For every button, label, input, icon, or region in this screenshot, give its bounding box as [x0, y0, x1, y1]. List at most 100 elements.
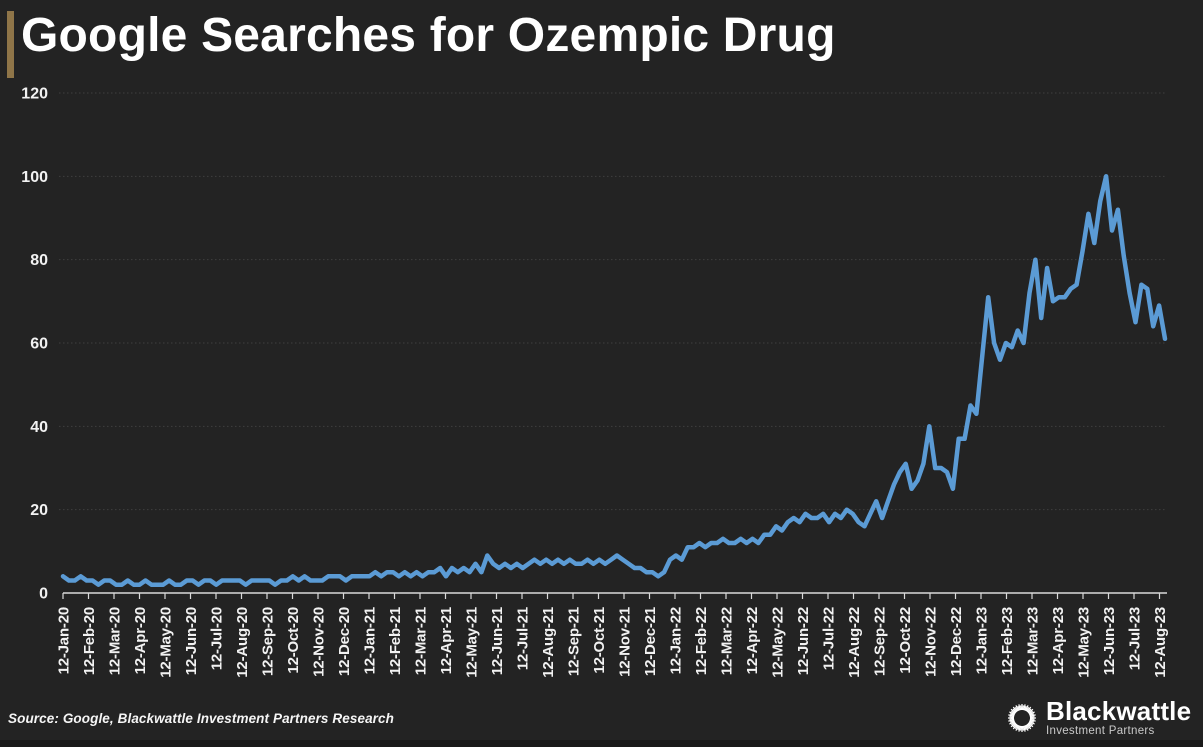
- x-tick-label: 12-Apr-20: [132, 607, 149, 674]
- x-tick-label: 12-Oct-20: [285, 607, 302, 674]
- sunburst-ray: [1028, 720, 1035, 725]
- sunburst-ray: [1018, 703, 1021, 711]
- sunburst-ray: [1010, 721, 1016, 725]
- sunburst-ray: [1023, 725, 1026, 732]
- sunburst-ray: [1008, 714, 1015, 717]
- sunburst-ray: [1010, 708, 1017, 714]
- chart-title: Google Searches for Ozempic Drug: [21, 9, 836, 62]
- bottom-strip: [0, 740, 1203, 747]
- y-tick-label: 0: [39, 586, 48, 603]
- x-tick-label: 12-Mar-20: [107, 607, 124, 675]
- x-tick-label: 12-Jan-23: [974, 607, 991, 674]
- y-tick-label: 60: [30, 336, 48, 353]
- x-tick-label: 12-Sep-20: [260, 607, 277, 676]
- sunburst-ray: [1027, 722, 1032, 728]
- x-tick-label: 12-Mar-23: [1025, 607, 1042, 675]
- sunburst-ray: [1018, 725, 1021, 732]
- x-tick-label: 12-Feb-22: [693, 607, 710, 675]
- sunburst-ray: [1025, 706, 1030, 712]
- x-tick-label: 12-Nov-22: [923, 607, 940, 677]
- sunburst-ray: [1029, 718, 1036, 722]
- sunburst-ray: [1009, 719, 1015, 723]
- sunburst-ray: [1014, 724, 1019, 729]
- x-tick-label: 12-Jan-20: [56, 607, 73, 674]
- sunburst-ray: [1028, 711, 1035, 715]
- sunburst-ray: [1029, 719, 1035, 723]
- sunburst-ray: [1025, 724, 1030, 729]
- sunburst-ray: [1009, 715, 1015, 718]
- x-tick-label: 12-Jun-21: [489, 607, 506, 675]
- sunburst-ray: [1028, 721, 1034, 725]
- sunburst-ray: [1017, 725, 1020, 730]
- x-tick-label: 12-Aug-23: [1152, 607, 1169, 678]
- x-tick-label: 12-Sep-21: [566, 607, 583, 676]
- sunburst-ray: [1027, 708, 1034, 714]
- x-tick-label: 12-Jul-23: [1127, 607, 1144, 670]
- x-tick-label: 12-Sep-22: [872, 607, 889, 676]
- x-tick-label: 12-Jul-22: [821, 607, 838, 670]
- sunburst-ray: [1029, 715, 1035, 718]
- x-tick-label: 12-Oct-21: [591, 607, 608, 674]
- sunburst-ray: [1010, 722, 1017, 727]
- sunburst-ray: [1017, 705, 1020, 711]
- sunburst-ray: [1009, 718, 1015, 720]
- sunburst-ray: [1009, 711, 1016, 715]
- sunburst-ray: [1015, 704, 1020, 711]
- x-tick-label: 12-Apr-21: [438, 607, 455, 674]
- brand-name: Blackwattle: [1046, 696, 1192, 726]
- brand-text: Blackwattle Investment Partners: [1046, 698, 1191, 738]
- sunburst-ray: [1009, 720, 1016, 725]
- series-line: [60, 174, 1168, 587]
- sunburst-ray: [1024, 705, 1027, 711]
- x-tick-label: 12-Jul-21: [515, 607, 532, 670]
- sunburst-ray: [1022, 705, 1025, 710]
- x-tick-label: 12-Jul-20: [209, 607, 226, 670]
- sunburst-ray: [1022, 725, 1025, 731]
- x-tick-label: 12-May-22: [770, 607, 787, 678]
- sunburst-logo-icon: [1008, 703, 1036, 732]
- sunburst-ray: [1026, 723, 1032, 730]
- sunburst-ray: [1027, 708, 1032, 713]
- sunburst-ray: [1029, 714, 1036, 717]
- sunburst-ray: [1024, 704, 1029, 711]
- source-note: Source: Google, Blackwattle Investment P…: [8, 711, 394, 726]
- x-tick-label: 12-Apr-23: [1050, 607, 1067, 674]
- x-tick-label: 12-Jan-21: [362, 607, 379, 674]
- sunburst-ray: [1026, 706, 1032, 712]
- x-tick-label: 12-May-21: [464, 607, 481, 678]
- sunburst-ray: [1023, 703, 1026, 711]
- y-tick-label: 100: [21, 169, 48, 186]
- x-tick-label: 12-Mar-22: [719, 607, 736, 675]
- y-tick-label: 120: [21, 86, 48, 103]
- x-tick-label: 12-Dec-21: [642, 607, 659, 676]
- x-tick-label: 12-Jun-20: [183, 607, 200, 675]
- sunburst-ray: [1024, 724, 1029, 731]
- x-tick-label: 12-Dec-20: [336, 607, 353, 676]
- x-tick-label: 12-Feb-20: [81, 607, 98, 675]
- sunburst-ray: [1009, 712, 1015, 716]
- sunburst-ray: [1027, 722, 1034, 727]
- sunburst-ray: [1029, 718, 1035, 720]
- x-tick-label: 12-Feb-23: [999, 607, 1016, 675]
- x-tick-label: 12-Apr-22: [744, 607, 761, 674]
- sunburst-ray: [1019, 705, 1022, 710]
- x-tick-label: 12-Oct-22: [897, 607, 914, 674]
- sunburst-ray: [1012, 723, 1018, 730]
- x-tick-label: 12-May-20: [158, 607, 175, 678]
- y-tick-label: 80: [30, 252, 48, 269]
- sunburst-ray: [1010, 710, 1016, 715]
- sunburst-ray: [1012, 706, 1018, 712]
- x-tick-label: 12-Jun-23: [1101, 607, 1118, 675]
- x-tick-label: 12-Aug-22: [846, 607, 863, 678]
- x-tick-label: 12-Nov-21: [617, 607, 634, 677]
- brand-logo: Blackwattle Investment Partners: [1004, 698, 1191, 738]
- sunburst-ray: [1012, 708, 1017, 713]
- sunburst-ray: [1008, 718, 1015, 722]
- sunburst-ray: [1024, 725, 1027, 730]
- x-tick-label: 12-May-23: [1076, 607, 1093, 678]
- brand-tagline: Investment Partners: [1046, 725, 1155, 737]
- sunburst-ray: [1029, 712, 1035, 716]
- x-tick-label: 12-Dec-22: [948, 607, 965, 676]
- y-tick-label: 40: [30, 419, 48, 436]
